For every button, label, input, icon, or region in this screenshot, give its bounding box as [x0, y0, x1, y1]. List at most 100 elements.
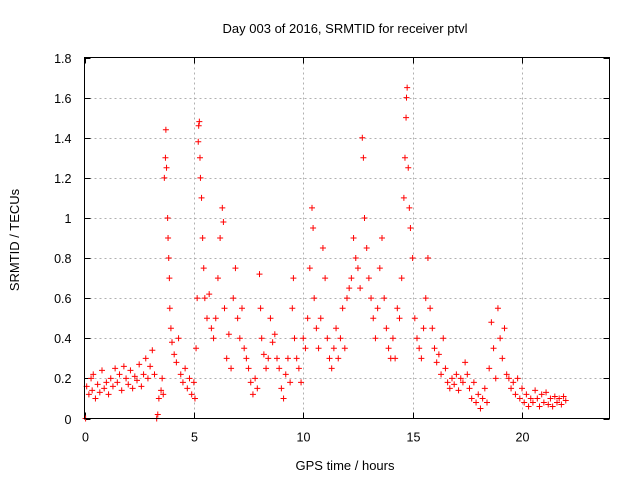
data-point [114, 379, 121, 386]
data-point [300, 335, 307, 342]
chart-title: Day 003 of 2016, SRMTID for receiver ptv… [223, 21, 468, 36]
data-point [306, 265, 313, 272]
data-point [492, 375, 499, 382]
data-point [136, 361, 143, 368]
data-point [232, 265, 239, 272]
data-point [236, 335, 243, 342]
axis-ticks: 0 0.2 0.4 0.6 0.8 1 1.2 1.4 1.6 1.8 0 5 10 15 20 [54, 52, 610, 445]
data-point [409, 255, 416, 262]
data-point [219, 204, 226, 211]
data-point [337, 335, 344, 342]
data-point [190, 379, 197, 386]
y-tick-label: 1.2 [54, 172, 71, 186]
data-point [433, 359, 440, 366]
data-point [282, 371, 289, 378]
data-point [191, 395, 198, 402]
data-point [540, 399, 547, 406]
data-point [516, 395, 523, 402]
y-tick-label: 1.8 [54, 52, 71, 66]
data-point [562, 397, 569, 404]
y-tick-label: 1.6 [54, 92, 71, 106]
data-point [479, 395, 486, 402]
data-point [269, 339, 276, 346]
data-point [274, 355, 280, 362]
data-point [197, 174, 204, 181]
data-point [220, 218, 227, 225]
data-point [403, 114, 410, 121]
data-point [414, 335, 420, 342]
data-point [158, 387, 165, 394]
data-point [247, 379, 254, 386]
data-point [464, 371, 471, 378]
data-point [129, 385, 136, 392]
data-point [381, 295, 388, 302]
data-point [406, 204, 413, 211]
data-point [169, 339, 175, 346]
y-axis-label: SRMTID / TECUs [7, 188, 22, 291]
data-point [536, 403, 543, 410]
data-point [289, 305, 296, 312]
data-point [162, 126, 169, 133]
data-point [442, 365, 449, 372]
data-point [374, 305, 381, 312]
data-point [103, 379, 110, 386]
data-point [315, 345, 322, 352]
y-tick-label: 0.4 [54, 332, 71, 346]
data-point [411, 315, 418, 322]
data-point [161, 174, 168, 181]
data-point [260, 351, 267, 358]
x-tick-label: 5 [191, 431, 198, 445]
data-point [239, 305, 245, 312]
x-axis-label: GPS time / hours [296, 458, 395, 473]
data-point [138, 383, 145, 390]
data-point [398, 275, 405, 282]
data-point [451, 381, 458, 388]
data-point [241, 345, 248, 352]
data-point [532, 387, 539, 394]
data-point [118, 387, 125, 394]
data-point [376, 265, 383, 272]
data-point [352, 255, 359, 262]
x-tick-label: 0 [82, 431, 89, 445]
data-point [177, 371, 184, 378]
data-point [96, 389, 103, 396]
data-point [293, 355, 300, 362]
data-point [370, 315, 377, 322]
data-point [109, 383, 116, 390]
data-point [354, 265, 361, 272]
data-point [179, 379, 186, 386]
data-point [328, 365, 335, 372]
data-point [416, 345, 423, 352]
data-point [385, 345, 392, 352]
data-point [538, 391, 545, 398]
data-point [196, 118, 203, 125]
data-point [186, 375, 193, 382]
data-point [263, 365, 270, 372]
data-point [88, 375, 95, 382]
data-point [545, 401, 552, 408]
data-point [543, 389, 550, 396]
data-point [339, 305, 346, 312]
data-point [446, 385, 453, 392]
plot-frame [84, 57, 610, 419]
data-point [278, 385, 285, 392]
data-point [164, 214, 171, 221]
data-point [208, 325, 215, 332]
y-tick-label: 0.6 [54, 292, 71, 306]
data-point [154, 411, 161, 418]
data-point [163, 164, 170, 171]
data-point [120, 363, 127, 370]
data-point [359, 134, 366, 141]
data-points [82, 84, 569, 422]
data-point [149, 347, 156, 354]
data-point [125, 381, 132, 388]
data-point [324, 335, 331, 342]
data-point [193, 345, 200, 352]
data-point [225, 331, 232, 338]
data-point [429, 325, 436, 332]
data-point [134, 377, 140, 384]
data-point [317, 315, 324, 322]
data-point [182, 365, 189, 372]
data-point [503, 371, 510, 378]
